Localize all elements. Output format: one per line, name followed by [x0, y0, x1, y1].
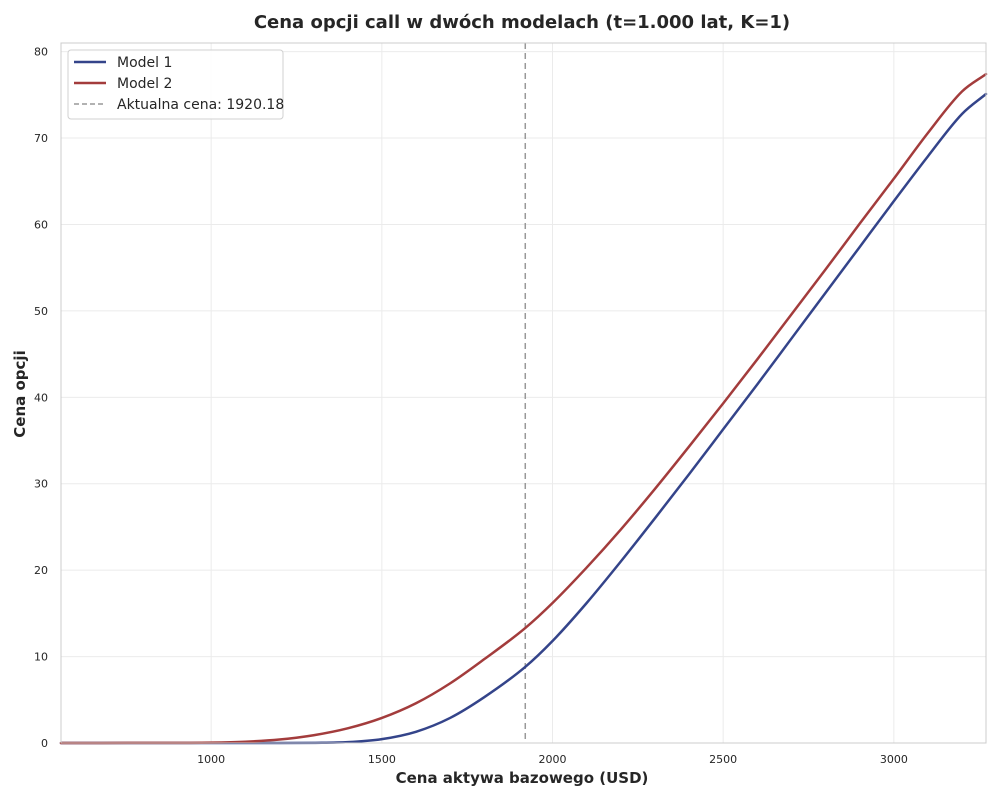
- y-axis-label: Cena opcji: [11, 350, 29, 437]
- x-tick-label: 1000: [197, 753, 225, 766]
- x-tick-label: 2500: [709, 753, 737, 766]
- legend-label: Model 2: [117, 76, 172, 92]
- legend: Model 1 Model 2 Aktualna cena: 1920.18: [67, 49, 284, 120]
- y-tick-label: 0: [41, 737, 48, 750]
- series-line-model-2: [59, 72, 988, 745]
- y-tick-label: 70: [34, 132, 48, 145]
- series-line-model-1: [59, 92, 988, 745]
- y-tick-label: 50: [34, 305, 48, 318]
- x-tick-label: 1500: [368, 753, 396, 766]
- y-tick-label: 40: [34, 391, 48, 404]
- legend-label: Model 1: [117, 55, 172, 71]
- y-tick-label: 10: [34, 651, 48, 664]
- x-tick-label: 3000: [880, 753, 908, 766]
- plot-frame: [60, 42, 987, 744]
- y-tick-label: 30: [34, 478, 48, 491]
- legend-box: [67, 49, 284, 120]
- tick-labels: 1000 1500 2000 2500 3000 0 10 20 30 40 50 60 70 80: [34, 46, 908, 766]
- y-tick-label: 80: [34, 46, 48, 59]
- x-axis-label: Cena aktywa bazowego (USD): [396, 769, 649, 787]
- legend-label: Aktualna cena: 1920.18: [117, 97, 284, 113]
- y-tick-label: 20: [34, 564, 48, 577]
- y-tick-label: 60: [34, 218, 48, 231]
- series-layer: [59, 72, 988, 745]
- grid: [61, 43, 986, 744]
- chart-title: Cena opcji call w dwóch modelach (t=1.00…: [254, 12, 790, 33]
- x-tick-label: 2000: [539, 753, 567, 766]
